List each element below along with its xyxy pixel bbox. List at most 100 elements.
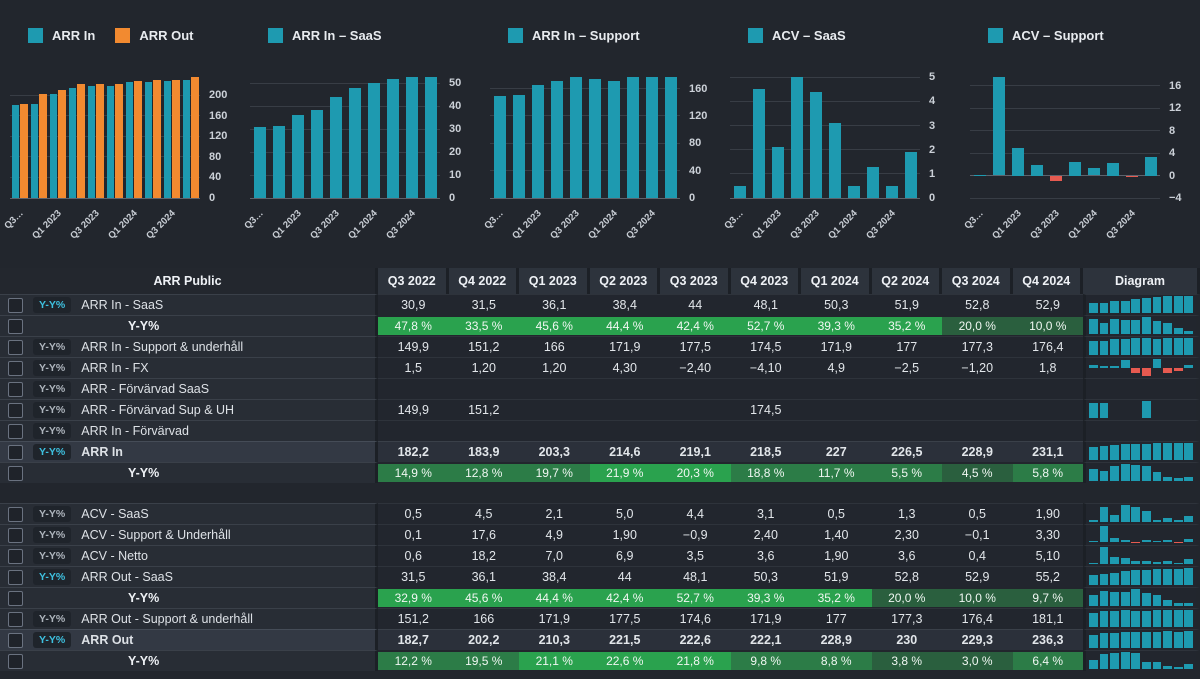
sparkline-bar <box>1152 321 1162 334</box>
value-cell: 48,1 <box>730 294 801 315</box>
yy-toggle-button[interactable]: Y-Y% <box>33 444 72 460</box>
value-cell: 48,1 <box>660 566 731 587</box>
row-checkbox[interactable] <box>8 548 23 564</box>
y-axis-tick-label: 40 <box>449 100 462 113</box>
value-cell: 2,30 <box>871 524 942 545</box>
value-cell: 32,9 % <box>378 587 449 608</box>
sparkline-bar <box>1142 317 1151 334</box>
gridline <box>250 151 440 153</box>
diagram-cell <box>1083 315 1200 336</box>
yy-toggle-button[interactable]: Y-Y% <box>33 360 72 376</box>
row-checkbox[interactable] <box>8 318 23 334</box>
row-checkbox[interactable] <box>8 527 23 543</box>
table-row: Y-Y% ACV - Support & Underhåll 0,1 17,6 4,9 1… <box>0 524 1200 545</box>
sparkline-bar <box>1173 443 1183 460</box>
value-cell: 228,9 <box>942 441 1013 462</box>
row-checkbox[interactable] <box>8 465 23 481</box>
chart-bar <box>172 80 180 198</box>
diagram-cell <box>1083 420 1200 441</box>
chart-bar <box>272 125 285 198</box>
row-checkbox[interactable] <box>8 360 23 376</box>
value-cell <box>660 399 731 420</box>
gridline <box>250 82 440 84</box>
legend-item[interactable]: ARR In – Support <box>508 28 640 43</box>
sparkline-bar <box>1099 526 1109 543</box>
table-row: Y-Y% ARR In - Förvärvad <box>0 420 1200 441</box>
legend-item[interactable]: ACV – SaaS <box>748 28 846 43</box>
row-checkbox[interactable] <box>8 339 23 355</box>
sparkline-bar <box>1152 471 1162 481</box>
row-checkbox[interactable] <box>8 611 23 627</box>
diagram-cell <box>1083 378 1200 399</box>
row-checkbox[interactable] <box>8 381 23 397</box>
yy-toggle-button[interactable]: Y-Y% <box>33 297 72 313</box>
yy-toggle-button[interactable]: Y-Y% <box>33 527 72 543</box>
table-header-row: ARR Public Q3 2022 Q4 2022 Q1 2023 Q2 2023 Q3… <box>0 268 1200 294</box>
value-cell <box>448 378 519 399</box>
gridline <box>490 115 680 117</box>
yy-toggle-button[interactable]: Y-Y% <box>33 402 72 418</box>
row-checkbox[interactable] <box>8 632 23 648</box>
sparkline-bar <box>1131 589 1141 606</box>
value-cell: 0,5 <box>378 503 449 524</box>
value-cell: 1,40 <box>801 524 872 545</box>
yy-toggle-button[interactable]: Y-Y% <box>33 339 72 355</box>
chart-bar <box>1011 147 1024 176</box>
legend-label: ARR Out <box>139 28 194 43</box>
chart-bar <box>645 76 658 198</box>
value-cell: 3,0 % <box>942 650 1013 671</box>
gridline <box>970 197 1160 199</box>
table-row: Y-Y% ARR In - FX 1,5 1,20 1,20 4,30 −2,40 −4,10… <box>0 357 1200 378</box>
row-checkbox[interactable] <box>8 402 23 418</box>
row-label-cell: Y-Y% ARR - Förvärvad Sup & UH <box>0 399 378 420</box>
sparkline-bar <box>1089 340 1098 355</box>
row-checkbox[interactable] <box>8 297 23 313</box>
chart-bar <box>531 84 544 198</box>
row-checkbox[interactable] <box>8 590 23 606</box>
row-checkbox[interactable] <box>8 569 23 585</box>
value-cell: 151,2 <box>378 608 449 629</box>
chart-bar <box>752 89 765 198</box>
value-cell: 219,1 <box>660 441 731 462</box>
row-checkbox[interactable] <box>8 444 23 460</box>
table-row: Y-Y% 14,9 % 12,8 % 19,7 % 21,9 % 20,3 % 18,8 %… <box>0 462 1200 483</box>
y-axis-tick-label: 16 <box>1169 79 1182 92</box>
chart-bar <box>588 78 601 198</box>
sparkline-bar <box>1173 368 1183 371</box>
legend-item[interactable]: ACV – Support <box>988 28 1104 43</box>
chart-bar <box>885 185 898 198</box>
yy-toggle-button[interactable]: Y-Y% <box>33 548 72 564</box>
sparkline-bar <box>1120 540 1130 543</box>
row-checkbox[interactable] <box>8 653 23 669</box>
value-cell: 1,3 <box>871 503 942 524</box>
value-cell: 176,4 <box>942 608 1013 629</box>
row-checkbox[interactable] <box>8 423 23 439</box>
y-axis-tick-label: 50 <box>449 77 462 90</box>
yy-toggle-button[interactable]: Y-Y% <box>33 569 72 585</box>
sparkline-bar <box>1184 443 1194 460</box>
legend-item[interactable]: ARR Out <box>115 28 194 43</box>
sparkline-bar <box>1099 633 1109 648</box>
legend-item[interactable]: ARR In – SaaS <box>268 28 382 43</box>
chart-legend: ARR In ARR Out <box>28 28 194 43</box>
gridline <box>970 85 1160 87</box>
sparkline-bar <box>1163 666 1172 669</box>
chart-bar <box>771 147 784 198</box>
row-checkbox[interactable] <box>8 506 23 522</box>
sparkline <box>1089 505 1194 522</box>
table-row: Y-Y% ARR In - SaaS 30,9 31,5 36,1 38,4 44 48,1 5… <box>0 294 1200 315</box>
yy-toggle-button[interactable]: Y-Y% <box>33 632 72 648</box>
yy-toggle-button[interactable]: Y-Y% <box>33 381 72 397</box>
yy-toggle-button[interactable]: Y-Y% <box>33 506 72 522</box>
row-label: ARR - Förvärvad SaaS <box>81 382 210 396</box>
yy-toggle-button[interactable]: Y-Y% <box>33 423 72 439</box>
legend-item[interactable]: ARR In <box>28 28 95 43</box>
row-label-cell: Y-Y% ACV - Support & Underhåll <box>0 524 378 545</box>
diagram-cell <box>1083 294 1200 315</box>
sparkline-bar <box>1089 575 1098 585</box>
chart-bar <box>1087 167 1100 176</box>
value-cell <box>589 420 660 441</box>
yy-toggle-button[interactable]: Y-Y% <box>33 611 72 627</box>
value-cell <box>589 378 660 399</box>
chart-bar <box>493 95 506 198</box>
